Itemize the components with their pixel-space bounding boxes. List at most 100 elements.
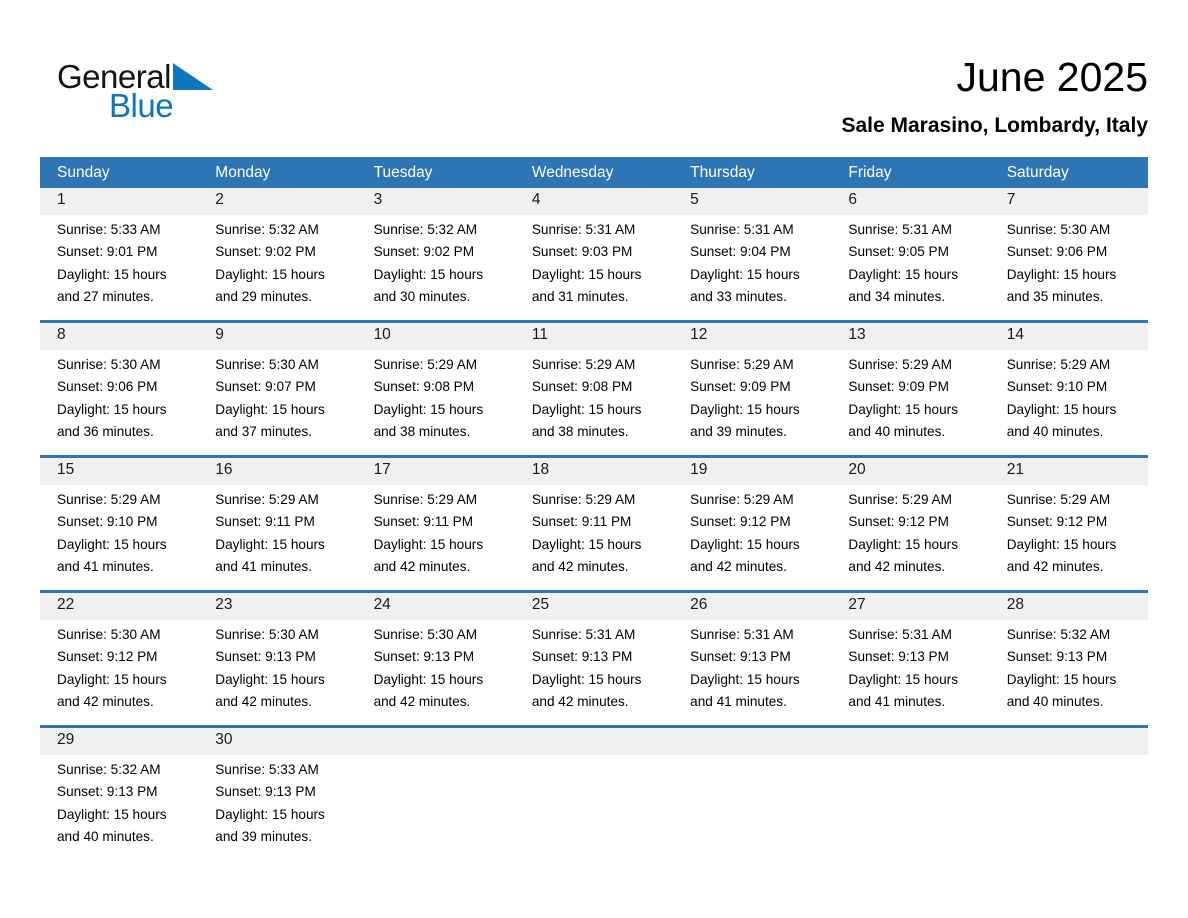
day-details-row: Sunrise: 5:33 AM Sunset: 9:01 PM Daylight:… — [40, 215, 1148, 309]
sunset-text: Sunset: 9:12 PM — [1006, 514, 1108, 530]
weekday-header-saturday: Saturday — [1006, 163, 1069, 181]
day-cell-29: Sunrise: 5:32 AM Sunset: 9:13 PM Daylight:… — [40, 755, 198, 849]
sunset-text: Sunset: 9:12 PM — [57, 649, 158, 665]
daylight-text-line2: and 41 minutes. — [215, 559, 313, 575]
daylight-text-line1: Daylight: 15 hours — [215, 671, 325, 687]
daylight-text-line1: Daylight: 15 hours — [57, 266, 167, 282]
sunrise-text: Sunrise: 5:30 AM — [57, 627, 161, 642]
day-number-band: 15 16 17 18 19 20 21 — [40, 458, 1148, 485]
day-number-4: 4 — [531, 191, 541, 208]
day-cell-2: Sunrise: 5:32 AM Sunset: 9:02 PM Daylight:… — [198, 215, 356, 309]
daylight-text-line1: Daylight: 15 hours — [57, 671, 167, 687]
daylight-text-line2: and 29 minutes. — [215, 289, 313, 305]
daylight-text-line2: and 36 minutes. — [57, 424, 154, 440]
daylight-text-line1: Daylight: 15 hours — [690, 536, 800, 552]
daylight-text-line2: and 33 minutes. — [690, 289, 787, 305]
daylight-text-line2: and 42 minutes. — [373, 559, 471, 575]
sunrise-text: Sunrise: 5:33 AM — [57, 222, 161, 237]
daylight-text-line1: Daylight: 15 hours — [848, 536, 958, 552]
sunrise-text: Sunrise: 5:33 AM — [215, 762, 319, 777]
day-number-5: 5 — [690, 191, 699, 208]
day-number-band: 29 30 — [40, 728, 1148, 755]
sunrise-text: Sunrise: 5:29 AM — [848, 357, 952, 372]
daylight-text-line2: and 30 minutes. — [373, 289, 471, 305]
daylight-text-line2: and 27 minutes. — [57, 289, 154, 305]
sunset-text: Sunset: 9:13 PM — [690, 649, 791, 665]
day-number-11: 11 — [531, 326, 548, 343]
daylight-text-line1: Daylight: 15 hours — [215, 266, 325, 282]
sunset-text: Sunset: 9:13 PM — [1006, 649, 1108, 665]
day-cell-16: Sunrise: 5:29 AM Sunset: 9:11 PM Daylight:… — [198, 485, 356, 579]
sunrise-text: Sunrise: 5:32 AM — [215, 222, 319, 237]
sunset-text: Sunset: 9:12 PM — [848, 514, 949, 530]
day-number-30: 30 — [215, 731, 233, 748]
week-row-3: 15 16 17 18 19 20 21 Sunrise: 5:29 AM Sunset: 9:… — [40, 455, 1148, 590]
sunrise-text: Sunrise: 5:30 AM — [373, 627, 478, 642]
day-number-19: 19 — [690, 461, 708, 478]
header-titles: June 2025 Sale Marasino, Lombardy, Italy — [841, 54, 1148, 137]
sunset-text: Sunset: 9:02 PM — [373, 244, 475, 260]
sunrise-text: Sunrise: 5:31 AM — [531, 222, 636, 237]
daylight-text-line1: Daylight: 15 hours — [373, 671, 484, 687]
daylight-text-line1: Daylight: 15 hours — [531, 671, 642, 687]
sunrise-text: Sunrise: 5:32 AM — [57, 762, 161, 777]
sunset-text: Sunset: 9:08 PM — [373, 379, 475, 395]
day-cell-10: Sunrise: 5:29 AM Sunset: 9:08 PM Daylight:… — [357, 350, 515, 444]
logo-word-general: General — [57, 58, 171, 95]
day-cell-17: Sunrise: 5:29 AM Sunset: 9:11 PM Daylight:… — [357, 485, 515, 579]
day-cell-23: Sunrise: 5:30 AM Sunset: 9:13 PM Daylight:… — [198, 620, 356, 714]
daylight-text-line2: and 42 minutes. — [215, 694, 313, 710]
day-details-row: Sunrise: 5:30 AM Sunset: 9:12 PM Daylight:… — [40, 620, 1148, 714]
day-cell-21: Sunrise: 5:29 AM Sunset: 9:12 PM Daylight:… — [990, 485, 1148, 579]
day-number-empty — [673, 728, 831, 755]
day-number-empty — [990, 728, 1148, 755]
sunrise-text: Sunrise: 5:29 AM — [373, 357, 478, 372]
logo-word-blue: Blue — [109, 87, 174, 124]
day-cell-20: Sunrise: 5:29 AM Sunset: 9:12 PM Daylight:… — [831, 485, 989, 579]
day-number-12: 12 — [690, 326, 708, 343]
sunset-text: Sunset: 9:11 PM — [373, 514, 474, 530]
sunrise-text: Sunrise: 5:31 AM — [690, 222, 794, 237]
day-number-16: 16 — [215, 461, 233, 478]
day-cell-empty — [357, 755, 515, 849]
daylight-text-line2: and 42 minutes. — [1006, 559, 1104, 575]
day-number-29: 29 — [57, 731, 75, 748]
day-cell-5: Sunrise: 5:31 AM Sunset: 9:04 PM Daylight:… — [673, 215, 831, 309]
sunrise-text: Sunrise: 5:29 AM — [690, 357, 794, 372]
day-number-1: 1 — [57, 191, 66, 208]
daylight-text-line1: Daylight: 15 hours — [848, 671, 958, 687]
sunrise-text: Sunrise: 5:29 AM — [1006, 492, 1111, 507]
daylight-text-line2: and 31 minutes. — [531, 289, 629, 305]
daylight-text-line1: Daylight: 15 hours — [531, 536, 642, 552]
day-number-25: 25 — [531, 596, 550, 613]
sunset-text: Sunset: 9:06 PM — [57, 379, 158, 395]
daylight-text-line2: and 41 minutes. — [57, 559, 154, 575]
sunrise-text: Sunrise: 5:32 AM — [373, 222, 478, 237]
month-title: June 2025 — [956, 54, 1148, 100]
day-cell-15: Sunrise: 5:29 AM Sunset: 9:10 PM Daylight:… — [40, 485, 198, 579]
day-details-row: Sunrise: 5:30 AM Sunset: 9:06 PM Daylight:… — [40, 350, 1148, 444]
day-cell-4: Sunrise: 5:31 AM Sunset: 9:03 PM Daylight:… — [515, 215, 673, 309]
sunrise-text: Sunrise: 5:29 AM — [373, 492, 478, 507]
weekday-header-monday: Monday — [215, 163, 271, 181]
daylight-text-line1: Daylight: 15 hours — [373, 401, 484, 417]
sunset-text: Sunset: 9:08 PM — [531, 379, 633, 395]
calendar-table: Sunday Monday Tuesday Wednesday Thursday… — [40, 157, 1148, 860]
day-number-20: 20 — [848, 461, 866, 478]
day-number-21: 21 — [1006, 461, 1024, 478]
sunrise-text: Sunrise: 5:30 AM — [215, 627, 319, 642]
sunset-text: Sunset: 9:13 PM — [373, 649, 475, 665]
sunset-text: Sunset: 9:13 PM — [215, 649, 316, 665]
day-number-23: 23 — [215, 596, 233, 613]
day-cell-1: Sunrise: 5:33 AM Sunset: 9:01 PM Daylight:… — [40, 215, 198, 309]
daylight-text-line1: Daylight: 15 hours — [1006, 671, 1117, 687]
weeks-container: 1 2 3 4 5 6 7 Sunrise: 5:33 AM Sunset: 9:01 PM Da… — [40, 188, 1148, 860]
daylight-text-line2: and 39 minutes. — [215, 829, 313, 845]
sunset-text: Sunset: 9:03 PM — [531, 244, 633, 260]
sunset-text: Sunset: 9:04 PM — [690, 244, 791, 260]
daylight-text-line2: and 41 minutes. — [690, 694, 787, 710]
sunset-text: Sunset: 9:10 PM — [1006, 379, 1108, 395]
daylight-text-line2: and 42 minutes. — [57, 694, 154, 710]
week-row-2: 8 9 10 11 12 13 14 Sunrise: 5:30 AM Sunset: 9:06… — [40, 320, 1148, 455]
sunrise-text: Sunrise: 5:29 AM — [848, 492, 952, 507]
